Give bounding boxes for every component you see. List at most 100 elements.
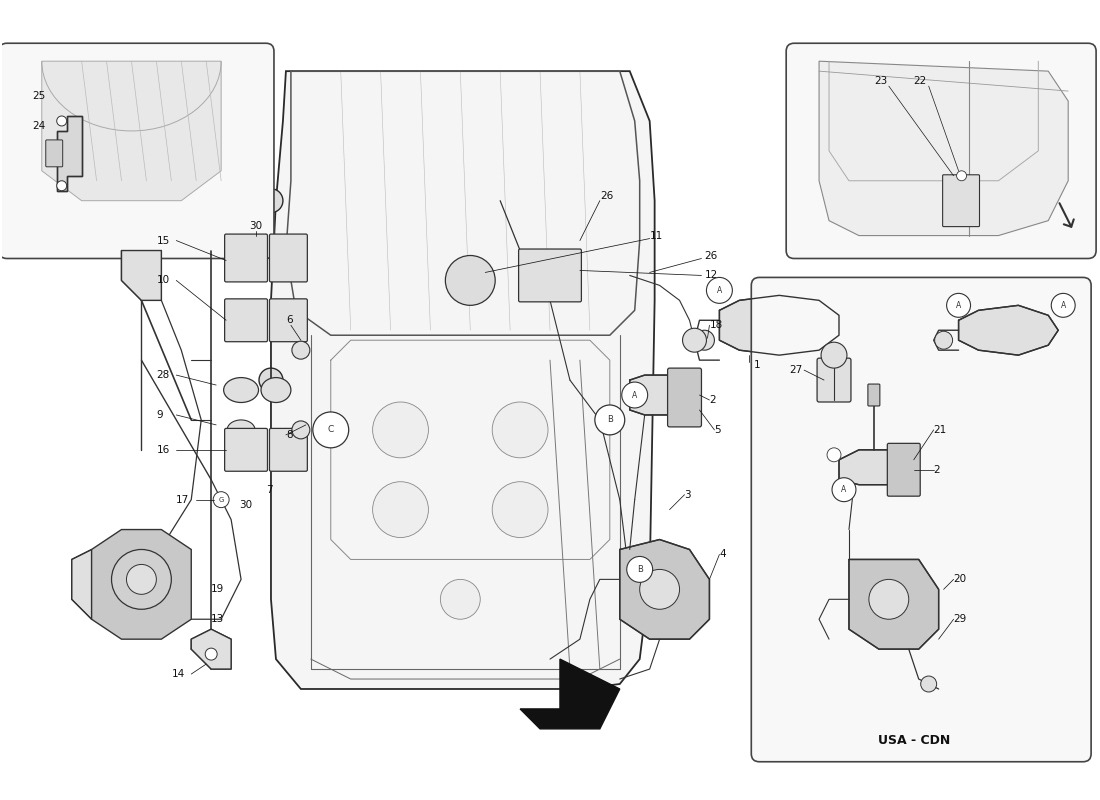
FancyBboxPatch shape (868, 384, 880, 406)
Text: eurospares: eurospares (458, 263, 542, 278)
Polygon shape (958, 306, 1058, 355)
Text: 11: 11 (650, 230, 663, 241)
Circle shape (111, 550, 172, 610)
Text: 8: 8 (286, 430, 293, 440)
FancyBboxPatch shape (270, 299, 307, 342)
Circle shape (621, 382, 648, 408)
Circle shape (957, 170, 967, 181)
Polygon shape (271, 71, 654, 689)
Circle shape (57, 181, 67, 190)
Text: A: A (1060, 301, 1066, 310)
FancyBboxPatch shape (224, 234, 267, 282)
Text: 15: 15 (156, 235, 169, 246)
FancyBboxPatch shape (224, 299, 267, 342)
Text: 23: 23 (873, 76, 887, 86)
Text: 1: 1 (755, 360, 761, 370)
Polygon shape (72, 550, 91, 619)
Circle shape (492, 402, 548, 458)
Circle shape (921, 676, 937, 692)
Circle shape (627, 557, 652, 582)
Text: eurospares: eurospares (561, 592, 639, 606)
Circle shape (827, 448, 842, 462)
Text: 22: 22 (914, 76, 927, 86)
Polygon shape (719, 295, 839, 355)
Polygon shape (121, 250, 162, 300)
Text: 26: 26 (600, 190, 613, 201)
Text: B: B (607, 415, 613, 425)
FancyBboxPatch shape (46, 140, 63, 167)
Circle shape (492, 482, 548, 538)
Circle shape (869, 579, 909, 619)
Circle shape (446, 255, 495, 306)
Circle shape (1052, 294, 1075, 318)
Polygon shape (42, 61, 221, 201)
Polygon shape (839, 450, 909, 485)
Text: 19: 19 (211, 584, 224, 594)
Text: B: B (637, 565, 642, 574)
Circle shape (312, 412, 349, 448)
Polygon shape (619, 539, 710, 639)
Text: 21: 21 (934, 425, 947, 435)
Ellipse shape (261, 378, 290, 402)
Text: 14: 14 (172, 669, 185, 679)
Text: 30: 30 (240, 500, 253, 510)
FancyBboxPatch shape (751, 278, 1091, 762)
FancyBboxPatch shape (943, 174, 979, 226)
Circle shape (706, 278, 733, 303)
Text: 25: 25 (32, 91, 45, 101)
Text: 30: 30 (250, 221, 263, 230)
Circle shape (373, 482, 428, 538)
Polygon shape (191, 630, 231, 669)
Text: 13: 13 (211, 614, 224, 624)
Text: 20: 20 (954, 574, 967, 584)
Circle shape (821, 342, 847, 368)
Ellipse shape (223, 378, 258, 402)
Polygon shape (57, 116, 81, 190)
FancyBboxPatch shape (270, 429, 307, 471)
Circle shape (595, 405, 625, 435)
Circle shape (682, 328, 706, 352)
Text: 3: 3 (684, 490, 691, 500)
Polygon shape (520, 659, 619, 729)
FancyBboxPatch shape (888, 443, 921, 496)
Text: 5: 5 (714, 425, 722, 435)
Polygon shape (849, 559, 938, 649)
Polygon shape (820, 61, 1068, 235)
Text: 4: 4 (719, 550, 726, 559)
Text: 6: 6 (286, 315, 293, 326)
Text: A: A (632, 390, 637, 399)
Text: 2: 2 (934, 465, 940, 474)
Text: 17: 17 (176, 494, 189, 505)
FancyBboxPatch shape (817, 358, 851, 402)
FancyBboxPatch shape (668, 368, 702, 427)
Text: A: A (717, 286, 722, 295)
Text: 29: 29 (954, 614, 967, 624)
Text: 12: 12 (704, 270, 717, 281)
Circle shape (213, 492, 229, 508)
Text: USA - CDN: USA - CDN (878, 734, 950, 747)
Circle shape (694, 330, 714, 350)
Circle shape (440, 579, 481, 619)
Circle shape (258, 368, 283, 392)
Text: 2: 2 (710, 395, 716, 405)
Text: 16: 16 (156, 445, 169, 455)
Circle shape (935, 331, 953, 349)
Text: 27: 27 (789, 365, 802, 375)
Circle shape (947, 294, 970, 318)
Polygon shape (629, 375, 690, 415)
Circle shape (258, 189, 283, 213)
FancyBboxPatch shape (224, 429, 267, 471)
Text: A: A (956, 301, 961, 310)
Text: C: C (328, 426, 334, 434)
Text: 18: 18 (710, 320, 723, 330)
Circle shape (373, 402, 428, 458)
Text: 26: 26 (704, 250, 717, 261)
Circle shape (292, 342, 310, 359)
Ellipse shape (227, 420, 255, 440)
Circle shape (832, 478, 856, 502)
Polygon shape (91, 530, 191, 639)
Text: A: A (842, 485, 847, 494)
Text: 9: 9 (156, 410, 163, 420)
Text: G: G (219, 497, 223, 502)
Text: 28: 28 (156, 370, 169, 380)
